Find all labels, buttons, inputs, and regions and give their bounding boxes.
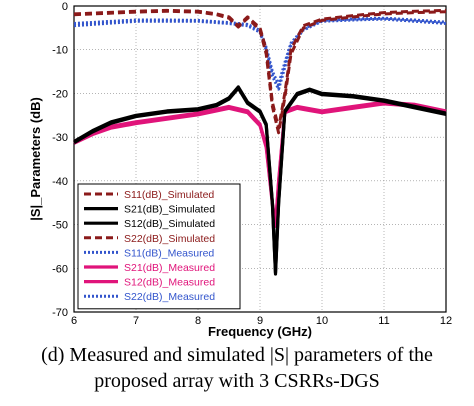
x-tick-label: 10: [316, 315, 328, 327]
y-tick-label: -70: [52, 307, 68, 319]
chart: 6 7 8 9 10 11 12 0 -10 -20 -30 -40 -50 -60 -70 Frequen…: [28, 1, 452, 339]
legend-entry: S22(dB)_Measured: [124, 291, 215, 303]
grid: [74, 6, 446, 312]
legend-entry: S12(dB)_Measured: [124, 277, 215, 289]
series-line-s12-db-simulated: [73, 86, 447, 276]
x-tick-label: 8: [195, 315, 201, 327]
series-line-s22-db-simulated: [73, 9, 447, 135]
y-tick-label: -30: [52, 132, 68, 144]
y-tick-label: -50: [52, 220, 68, 232]
plot-frame: [73, 5, 447, 313]
y-tick-label: -10: [52, 45, 68, 57]
caption-line-1: (d) Measured and simulated |S| parameter…: [41, 344, 433, 366]
series-line-s22-db-measured: [73, 16, 447, 87]
series-layer: [73, 8, 447, 276]
y-tick-label: 0: [62, 1, 68, 13]
y-tick-label: -40: [52, 176, 68, 188]
x-tick-label: 11: [378, 315, 389, 327]
caption-line-2: proposed array with 3 CSRRs-DGS: [94, 370, 380, 392]
legend-box: [77, 183, 241, 310]
legend-entry: S22(dB)_Simulated: [124, 233, 215, 245]
legend-entry: S11(dB)_Simulated: [124, 189, 214, 201]
x-tick-label: 12: [440, 315, 452, 327]
legend: S11(dB)_Simulated S21(dB)_Simulated S12(dB…: [77, 183, 241, 310]
x-tick-label: 7: [133, 315, 139, 327]
legend-entry: S11(dB)_Measured: [124, 247, 214, 259]
y-tick-label: -20: [52, 88, 68, 100]
figure-caption: (d) Measured and simulated |S| parameter…: [0, 342, 474, 394]
x-axis-label: Frequency (GHz): [208, 324, 312, 339]
legend-entry: S12(dB)_Simulated: [124, 218, 215, 230]
x-tick-label: 9: [257, 315, 263, 327]
legend-entry: S21(dB)_Measured: [124, 262, 215, 274]
y-tick-label: -60: [52, 263, 68, 275]
tick-labels: 6 7 8 9 10 11 12 0 -10 -20 -30 -40 -50 -60 -70: [52, 1, 452, 327]
x-tick-label: 6: [71, 315, 77, 327]
legend-entry: S21(dB)_Simulated: [124, 204, 215, 216]
y-axis-label: |S|_Parameters (dB): [28, 97, 43, 221]
